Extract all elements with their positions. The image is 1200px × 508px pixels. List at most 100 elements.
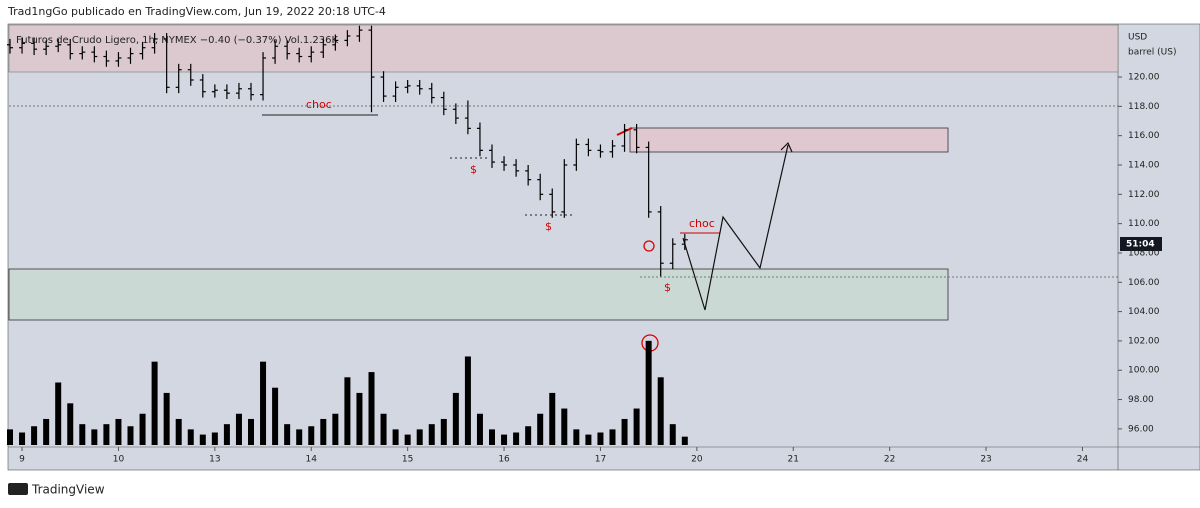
x-tick-label: 9 xyxy=(19,455,25,465)
x-tick-label: 10 xyxy=(113,455,125,465)
countdown-box xyxy=(1120,237,1162,251)
x-tick-label: 14 xyxy=(306,455,318,465)
x-tick-label: 21 xyxy=(788,455,799,465)
volume-bar xyxy=(284,424,291,445)
highlight-circle xyxy=(643,240,655,252)
x-tick-label: 15 xyxy=(402,455,413,465)
annotation: $ xyxy=(545,220,552,233)
arrow-head xyxy=(780,141,793,153)
x-tick-label: 20 xyxy=(691,455,703,465)
volume-bar xyxy=(19,432,26,445)
volume-bar xyxy=(163,392,170,445)
volume-bar xyxy=(223,424,230,445)
volume-bar xyxy=(7,429,13,445)
x-tick-label: 22 xyxy=(884,455,895,465)
volume-bar xyxy=(67,403,74,445)
y-tick-label: 120.00 xyxy=(1128,73,1160,83)
y-tick-label: 114.00 xyxy=(1128,161,1160,171)
volume-bar xyxy=(452,392,459,445)
projection-path xyxy=(682,144,789,311)
volume-bar xyxy=(235,413,242,445)
volume-bar xyxy=(597,432,604,445)
volume-bar xyxy=(669,424,676,445)
volume-bar xyxy=(103,424,110,445)
volume-bar xyxy=(392,429,399,445)
volume-bar xyxy=(561,408,568,445)
volume-bar xyxy=(79,424,86,445)
volume-bar xyxy=(91,429,98,445)
y-tick-label: 106.00 xyxy=(1128,278,1160,288)
volume-bar xyxy=(549,392,556,445)
y-tick-label: 96.00 xyxy=(1128,424,1154,434)
volume-bar xyxy=(272,387,279,445)
volume-bar xyxy=(416,429,423,445)
volume-bar xyxy=(115,418,122,445)
x-tick-label: 23 xyxy=(980,455,991,465)
x-tick-label: 17 xyxy=(595,455,606,465)
countdown: 51:04 xyxy=(1126,240,1155,250)
volume-bar xyxy=(211,432,218,445)
volume-bar xyxy=(43,418,50,445)
y-tick-label: 112.00 xyxy=(1128,190,1160,200)
volume-bar xyxy=(440,418,447,445)
volume-bar xyxy=(320,418,327,445)
volume-bar xyxy=(368,372,375,445)
annotation: choc xyxy=(306,98,332,111)
demand-zone xyxy=(8,268,949,321)
volume-bar xyxy=(464,356,471,445)
footer-brand: TradingView xyxy=(31,483,105,497)
volume-bar xyxy=(537,413,544,445)
y-tick-label: 102.00 xyxy=(1128,336,1160,346)
volume-bar xyxy=(573,429,580,445)
annotation: $ xyxy=(664,281,671,294)
x-tick-label: 24 xyxy=(1077,455,1089,465)
y-tick-label: 116.00 xyxy=(1128,131,1160,141)
volume-bar xyxy=(199,434,206,445)
volume-bar xyxy=(31,426,38,445)
volume-bar xyxy=(151,361,158,445)
volume-bar xyxy=(657,377,664,445)
currency: USD xyxy=(1128,33,1147,43)
volume-bar xyxy=(248,418,254,445)
annotation: $ xyxy=(470,163,477,176)
y-tick-label: 118.00 xyxy=(1128,102,1160,112)
volume-bar xyxy=(621,418,628,445)
y-tick-label: 98.00 xyxy=(1128,395,1154,405)
volume-bar xyxy=(356,392,363,445)
x-tick-label: 13 xyxy=(209,455,220,465)
volume-bar xyxy=(332,413,339,445)
y-tick-label: 108.00 xyxy=(1128,248,1160,258)
logo xyxy=(8,483,28,495)
volume-bar xyxy=(633,408,640,445)
volume-bar xyxy=(585,434,592,445)
volume-bar xyxy=(404,434,411,445)
volume-bar xyxy=(127,426,134,445)
supply-zone xyxy=(8,24,1119,73)
volume-bar xyxy=(344,377,351,445)
volume-bar xyxy=(187,429,194,445)
volume-bar xyxy=(175,418,182,445)
volume-bar xyxy=(609,429,616,445)
chart-frame xyxy=(7,23,1200,471)
volume-bar xyxy=(428,424,435,445)
y-tick-label: 104.00 xyxy=(1128,307,1160,317)
volume-bar xyxy=(513,432,520,445)
volume-bar xyxy=(501,434,508,445)
volume-bar xyxy=(260,361,267,445)
supply-zone xyxy=(629,127,949,153)
y-tick-label: 110.00 xyxy=(1128,219,1160,229)
volume-bar xyxy=(645,340,652,445)
plot: 96.00 98.00 100.00 102.00 104.00 106.00 108.00… xyxy=(7,25,1160,465)
volume-bar xyxy=(681,436,688,445)
annotation: choc xyxy=(689,217,715,230)
volume-bar xyxy=(296,429,303,445)
y-tick-label: 100.00 xyxy=(1128,366,1160,376)
volume-bar xyxy=(55,382,62,445)
unit: barrel (US) xyxy=(1128,48,1177,58)
volume-bar xyxy=(525,426,532,445)
volume-bar xyxy=(308,426,315,445)
volume-bar xyxy=(380,413,387,445)
volume-bar xyxy=(476,413,483,445)
header-title: Trad1ngGo publicado en TradingView.com, … xyxy=(7,5,386,18)
